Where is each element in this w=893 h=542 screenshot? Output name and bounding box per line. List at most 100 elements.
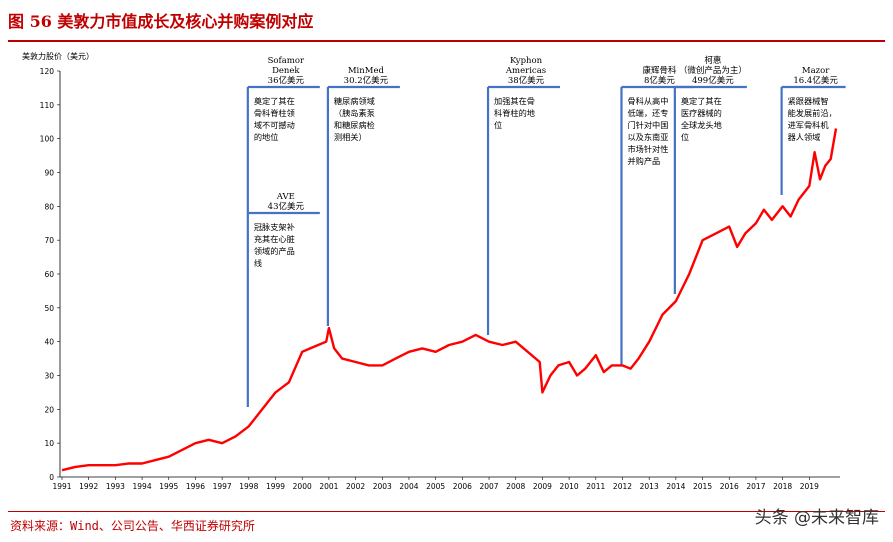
x-tick-label: 2018 [773, 482, 792, 491]
x-tick-label: 2017 [746, 482, 765, 491]
x-tick-label: 2012 [613, 482, 632, 491]
x-tick-label: 1998 [239, 482, 258, 491]
y-tick-label: 70 [44, 236, 54, 245]
y-tick-label: 50 [44, 304, 54, 313]
x-tick-label: 2004 [399, 482, 418, 491]
x-tick-label: 2000 [293, 482, 312, 491]
x-tick-label: 2002 [346, 482, 365, 491]
x-tick-label: 2003 [373, 482, 392, 491]
annotation-text: 的地位 [254, 132, 279, 142]
y-tick-label: 30 [44, 372, 54, 381]
annotation-label: 43亿美元 [268, 201, 305, 212]
x-tick-label: 2006 [453, 482, 472, 491]
annotation-label: （微创产品为主） [679, 65, 747, 76]
x-tick-label: 2005 [426, 482, 445, 491]
axes [59, 71, 840, 478]
annotation-text: 线 [254, 258, 262, 268]
annotation-text: 市场针对性 [627, 144, 668, 154]
annotation-label: 499亿美元 [692, 75, 734, 86]
y-tick-label: 100 [40, 135, 55, 144]
annotation-text: 全球龙头地 [681, 120, 722, 130]
x-tick-label: 1996 [186, 482, 205, 491]
x-tick-label: 2013 [640, 482, 659, 491]
x-tick-label: 2001 [319, 482, 338, 491]
y-tick-label: 40 [44, 338, 54, 347]
x-ticks: 1991 1992 1993 1994 1995 1996 1997 1998 1999 2000… [52, 477, 819, 491]
y-tick-label: 80 [44, 202, 54, 211]
annotation-text: 加强其在骨 [494, 96, 535, 106]
annotation-text: 冠脉支架补 [254, 222, 295, 232]
x-tick-label: 1995 [159, 482, 178, 491]
annotation-text: （胰岛素泵 [334, 108, 375, 118]
x-tick-label: 2011 [586, 482, 605, 491]
y-tick-label: 60 [44, 270, 54, 279]
x-tick-label: 1999 [266, 482, 285, 491]
figure-title: 图 56 美敦力市值成长及核心并购案例对应 [8, 12, 314, 31]
annotation-text: 医疗器械的 [681, 108, 722, 118]
annotation-text: 位 [681, 132, 689, 142]
annotation-text: 低端，还专 [627, 108, 668, 118]
y-tick-label: 0 [49, 473, 54, 482]
annotation-text: 奠定了其在 [681, 96, 722, 106]
annotation-text: 骨科脊柱领 [254, 108, 295, 118]
annotation-label: 38亿美元 [508, 75, 545, 86]
x-tick-label: 2007 [479, 482, 498, 491]
annotation-label: 柯惠 [704, 55, 721, 66]
annotation-label: Denek [272, 66, 300, 76]
x-tick-label: 1997 [213, 482, 232, 491]
annotation-label: MinMed [348, 66, 385, 76]
annotation-text: 骨科从高中 [627, 96, 668, 106]
source-divider [8, 511, 885, 512]
annotation-text: 门针对中国 [627, 120, 668, 130]
source-note: 资料来源：Wind、公司公告、华西证券研究所 [10, 519, 255, 533]
y-tick-label: 120 [40, 67, 55, 76]
annotation-label: Americas [505, 66, 546, 76]
x-tick-label: 1993 [106, 482, 125, 491]
watermark-text: 头条 @未来智库 [754, 508, 879, 528]
x-tick-label: 2008 [506, 482, 525, 491]
annotation-label: Sofamor [268, 56, 305, 66]
annotation-label: 36亿美元 [268, 75, 305, 86]
annotation-text: 器人领域 [788, 132, 821, 142]
x-tick-label: 2015 [693, 482, 712, 491]
series-line [61, 128, 838, 472]
annotation-text: 以及东南亚 [627, 132, 668, 142]
annotation-text: 领域的产品 [254, 246, 295, 256]
annotation-label: 30.2亿美元 [344, 75, 389, 86]
x-tick-label: 2019 [800, 482, 819, 491]
x-tick-label: 1991 [52, 482, 71, 491]
annotation-label: 康辉骨科 [642, 65, 677, 76]
annotation-text: 进军骨科机 [788, 120, 830, 130]
x-tick-label: 2009 [533, 482, 552, 491]
annotation-text: 奠定了其在 [254, 96, 295, 106]
annotation-text: 科脊柱的地 [494, 108, 535, 118]
annotation-text: 域不可撼动 [254, 120, 295, 130]
x-tick-label: 1992 [79, 482, 98, 491]
y-tick-label: 10 [44, 439, 54, 448]
annotation-label: AVE [276, 192, 295, 202]
x-tick-label: 2014 [666, 482, 685, 491]
annotation-text: 紧跟器械智 [788, 96, 829, 106]
x-tick-label: 2016 [720, 482, 739, 491]
annotation-text: 能发展前沿， [788, 108, 837, 118]
annotation-label: 16.4亿美元 [793, 75, 838, 86]
y-tick-label: 90 [44, 169, 54, 178]
y-axis-label: 美敦力股价（美元） [22, 51, 94, 61]
annotation-text: 测相关） [334, 132, 367, 142]
x-tick-label: 1994 [133, 482, 152, 491]
annotation-text: 糖尿病领域 [334, 96, 375, 106]
annotation-label: Kyphon [510, 56, 543, 66]
annotation-text: 充其在心脏 [254, 234, 295, 244]
x-tick-label: 2010 [560, 482, 579, 491]
annotation-text: 和糖尿病检 [334, 120, 375, 130]
annotation-text: 并购产品 [627, 156, 660, 166]
title-divider [8, 40, 885, 42]
annotation-text: 位 [494, 120, 502, 130]
